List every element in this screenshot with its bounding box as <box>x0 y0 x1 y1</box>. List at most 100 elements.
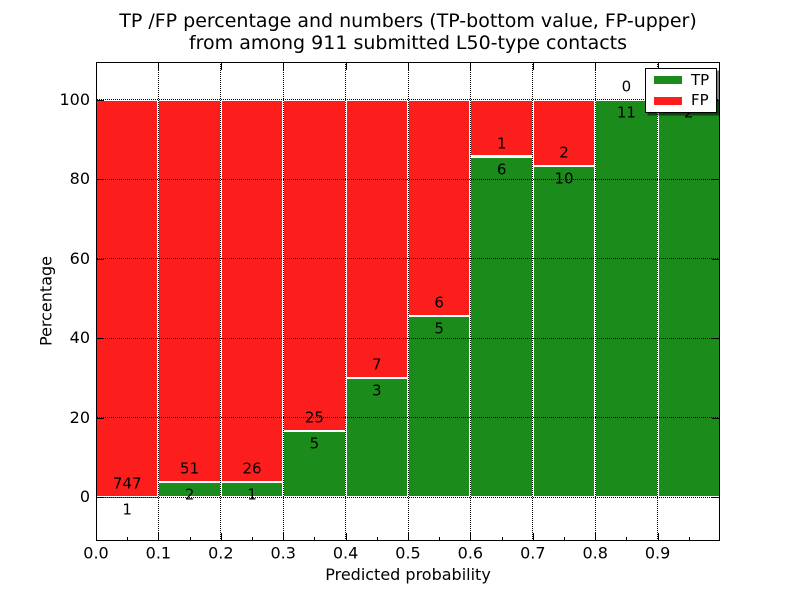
bar-segment-fp-5 <box>408 99 471 317</box>
chart-title-line1: TP /FP percentage and numbers (TP-bottom… <box>119 10 697 32</box>
bar-segment-fp-6 <box>470 99 533 157</box>
y-axis-tick <box>96 258 104 260</box>
tp-count-label: 5 <box>309 434 320 453</box>
y-axis-tick <box>96 497 104 499</box>
vertical-gridline <box>532 62 534 541</box>
bar-segment-tp-7 <box>532 165 596 498</box>
x-axis-tick <box>345 533 347 541</box>
vertical-gridline <box>157 62 159 541</box>
bar-segment-fp-0 <box>96 99 159 497</box>
y-axis-tick <box>96 179 104 181</box>
tp-count-label: 5 <box>434 319 444 338</box>
x-tick-label: 0.0 <box>83 543 109 563</box>
y-axis-tick <box>96 338 104 340</box>
vertical-gridline <box>469 62 471 541</box>
fp-count-label: 6 <box>434 293 444 312</box>
y-axis-right-tick <box>712 497 720 499</box>
legend: TP FP <box>645 68 717 113</box>
vertical-gridline <box>407 62 409 541</box>
bar-segment-fp-4 <box>345 99 408 378</box>
y-tick-label: 0 <box>79 487 90 507</box>
legend-label-fp: FP <box>691 91 709 110</box>
x-tick-label: 0.2 <box>208 543 234 563</box>
x-axis-top-tick <box>96 62 97 70</box>
x-axis-tick <box>595 533 597 541</box>
tp-count-label: 2 <box>184 485 195 504</box>
fp-count-label: 2 <box>559 143 569 162</box>
bar-segment-tp-5 <box>408 316 471 498</box>
horizontal-gridline <box>96 337 720 339</box>
x-axis-top-tick <box>408 62 409 70</box>
vertical-gridline <box>345 62 347 541</box>
x-axis-top-tick <box>345 62 347 70</box>
y-tick-label: 40 <box>69 328 90 348</box>
horizontal-gridline <box>96 258 720 260</box>
horizontal-gridline <box>96 417 720 419</box>
bar-segment-tp-6 <box>470 156 533 498</box>
bar-segment-tp-9 <box>657 99 720 498</box>
x-axis-tick <box>408 533 409 541</box>
tp-count-label: 11 <box>616 103 636 122</box>
y-tick-label: 20 <box>69 407 90 427</box>
vertical-gridline <box>594 62 596 541</box>
x-axis-tick <box>283 533 285 541</box>
y-axis-tick <box>96 99 104 101</box>
x-axis-top-tick <box>220 62 222 70</box>
vertical-gridline <box>657 62 659 541</box>
legend-entry-tp: TP <box>646 71 716 89</box>
bar-segment-fp-7 <box>532 99 596 166</box>
x-axis-top-tick <box>283 62 285 70</box>
bar-segment-tp-3 <box>283 430 346 498</box>
fp-count-label: 1 <box>496 134 507 152</box>
x-axis-minor-tick <box>688 537 690 541</box>
horizontal-gridline <box>96 178 720 180</box>
x-axis-tick <box>657 533 659 541</box>
fp-count-label: 25 <box>304 408 324 427</box>
legend-entry-fp: FP <box>646 92 716 110</box>
chart-title-line2: from among 911 submitted L50-type contac… <box>188 32 628 54</box>
x-axis-top-tick <box>657 62 659 70</box>
horizontal-gridline <box>96 496 720 498</box>
x-axis-minor-tick <box>376 537 378 541</box>
vertical-gridline <box>220 62 222 541</box>
y-axis-right-tick <box>712 258 720 260</box>
x-axis-tick <box>470 533 472 541</box>
x-axis-tick <box>532 533 534 541</box>
x-axis-title: Predicted probability <box>325 565 491 584</box>
fp-count-label: 0 <box>621 77 632 96</box>
x-tick-label: 0.5 <box>395 543 421 563</box>
vertical-gridline <box>282 62 284 541</box>
x-axis-minor-tick <box>564 537 565 541</box>
x-axis-tick <box>158 533 160 541</box>
tp-count-label: 1 <box>122 500 132 519</box>
x-tick-label: 0.4 <box>332 543 359 563</box>
fp-count-label: 51 <box>180 459 200 478</box>
tp-count-label: 6 <box>496 160 507 178</box>
fp-count-label: 26 <box>242 459 262 478</box>
tp-count-label: 10 <box>554 169 574 188</box>
y-axis-tick <box>96 417 104 419</box>
x-axis-top-tick <box>158 62 160 70</box>
x-axis-minor-tick <box>252 537 253 541</box>
x-axis-minor-tick <box>127 537 129 541</box>
fp-color-swatch <box>654 96 682 105</box>
x-axis-top-tick <box>532 62 534 70</box>
x-axis-tick <box>96 533 97 541</box>
bar-segment-fp-2 <box>220 99 284 483</box>
fp-count-label: 7 <box>372 355 382 374</box>
x-axis-minor-tick <box>626 537 628 541</box>
legend-label-tp: TP <box>691 70 710 89</box>
x-axis-tick <box>220 533 222 541</box>
x-tick-label: 0.6 <box>457 543 484 563</box>
x-axis-minor-tick <box>314 537 316 541</box>
tp-count-label: 1 <box>247 485 257 504</box>
x-tick-label: 0.1 <box>145 543 172 563</box>
chart-title: TP /FP percentage and numbers (TP-bottom… <box>108 10 708 54</box>
bar-segment-fp-3 <box>283 99 346 431</box>
y-tick-label: 60 <box>69 248 90 268</box>
y-tick-label: 80 <box>69 169 90 189</box>
x-axis-minor-tick <box>189 537 191 541</box>
y-axis-right-tick <box>712 179 720 181</box>
y-axis-right-tick <box>712 338 720 340</box>
